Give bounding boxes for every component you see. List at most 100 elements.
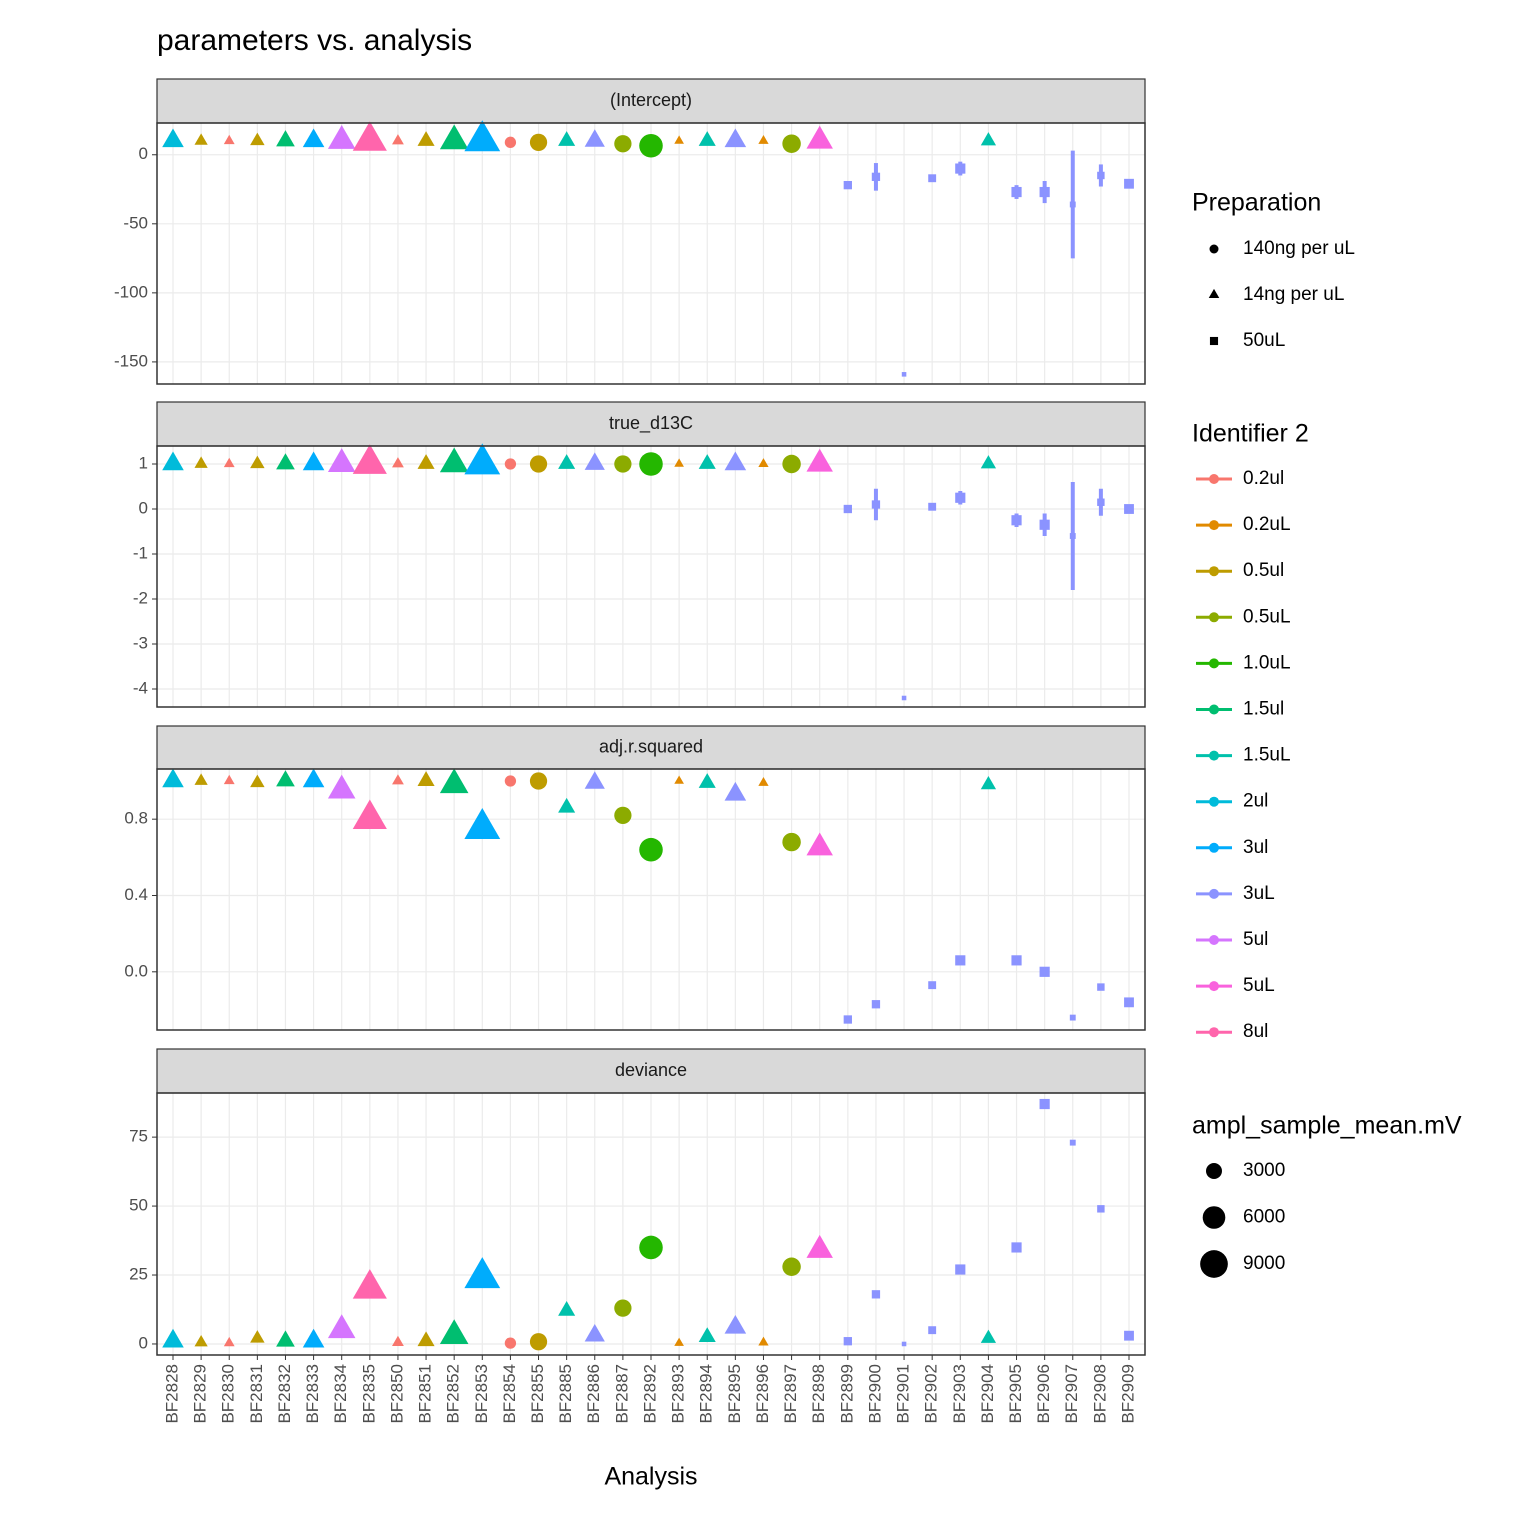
x-tick-label: BF2895 bbox=[725, 1364, 744, 1424]
point-triangle bbox=[162, 128, 184, 148]
point-square bbox=[1124, 504, 1134, 514]
strip bbox=[156, 725, 1146, 770]
x-tick-label: BF2903 bbox=[950, 1364, 969, 1424]
point-triangle bbox=[194, 1334, 208, 1347]
x-tick-label: BF2830 bbox=[219, 1364, 238, 1424]
x-tick-label: BF2850 bbox=[387, 1364, 406, 1424]
y-tick-label: 75 bbox=[129, 1127, 148, 1146]
x-tick-label: BF2834 bbox=[331, 1364, 350, 1424]
point-square bbox=[843, 504, 852, 514]
point-circle bbox=[639, 837, 663, 862]
legend-label: 0.5uL bbox=[1243, 606, 1291, 627]
point-triangle bbox=[464, 120, 501, 152]
x-tick-label: BF2901 bbox=[894, 1364, 913, 1424]
point-square bbox=[1011, 1242, 1022, 1253]
point-triangle bbox=[980, 776, 997, 790]
point-square bbox=[843, 1337, 852, 1346]
point-square bbox=[1097, 171, 1105, 180]
x-tick-label: BF2908 bbox=[1090, 1364, 1109, 1424]
point-square bbox=[1124, 1330, 1134, 1341]
x-tick-label: BF2902 bbox=[922, 1364, 941, 1424]
point-triangle bbox=[698, 131, 716, 146]
legend-label: 0.2uL bbox=[1243, 514, 1291, 535]
y-tick-label: 0 bbox=[139, 498, 148, 517]
point-triangle bbox=[392, 1335, 404, 1347]
legend-title: Preparation bbox=[1192, 189, 1321, 217]
point-circle bbox=[504, 136, 517, 148]
x-tick-label: BF2907 bbox=[1062, 1364, 1081, 1424]
legend-label: 0.5ul bbox=[1243, 560, 1284, 581]
legend-label: 50uL bbox=[1243, 330, 1285, 351]
x-tick-label: BF2893 bbox=[669, 1364, 688, 1424]
point-triangle bbox=[724, 451, 747, 471]
point-triangle bbox=[417, 771, 435, 786]
x-tick-label: BF2904 bbox=[978, 1364, 997, 1424]
point-triangle bbox=[276, 770, 295, 787]
point-triangle bbox=[724, 781, 747, 801]
point-triangle bbox=[698, 1327, 716, 1343]
point-triangle bbox=[464, 443, 501, 475]
strip bbox=[156, 78, 1146, 124]
point-triangle bbox=[980, 132, 997, 146]
point-triangle bbox=[327, 448, 356, 472]
point-triangle bbox=[223, 134, 235, 145]
legend-title: Identifier 2 bbox=[1192, 420, 1309, 448]
x-tick-label: BF2885 bbox=[556, 1364, 575, 1424]
point-triangle bbox=[806, 448, 833, 472]
point-triangle bbox=[302, 1328, 325, 1348]
y-tick-label: -50 bbox=[123, 213, 148, 232]
legend-key-point bbox=[1209, 981, 1219, 992]
y-tick-label: -2 bbox=[133, 588, 148, 607]
legend-size-key bbox=[1200, 1250, 1228, 1278]
point-square bbox=[955, 1264, 966, 1275]
point-triangle bbox=[439, 124, 469, 150]
legend-key-point bbox=[1209, 474, 1219, 484]
x-tick-label: BF2897 bbox=[781, 1364, 800, 1424]
point-square bbox=[901, 1341, 907, 1347]
legend-key-point bbox=[1209, 520, 1219, 531]
point-circle bbox=[614, 455, 632, 473]
point-triangle bbox=[558, 1301, 576, 1316]
point-triangle bbox=[250, 455, 265, 469]
point-triangle bbox=[558, 131, 576, 146]
legend-key-point bbox=[1209, 796, 1219, 807]
point-square bbox=[843, 1015, 852, 1024]
point-square bbox=[928, 502, 937, 511]
point-triangle bbox=[980, 455, 997, 469]
y-tick-label: 0.8 bbox=[124, 809, 148, 828]
legend-key-point bbox=[1209, 750, 1219, 761]
legend-label: 1.5ul bbox=[1243, 699, 1284, 720]
point-triangle bbox=[194, 773, 208, 785]
legend-label: 5ul bbox=[1243, 929, 1268, 950]
point-triangle bbox=[439, 447, 469, 473]
legend-label: 3uL bbox=[1243, 883, 1275, 904]
point-circle bbox=[529, 772, 548, 790]
legend-label: 3ul bbox=[1243, 837, 1268, 858]
point-triangle bbox=[806, 832, 833, 856]
legend-label: 1.0uL bbox=[1243, 652, 1291, 673]
y-tick-label: 0 bbox=[139, 1333, 148, 1352]
x-tick-label: BF2887 bbox=[612, 1364, 631, 1424]
point-triangle bbox=[327, 125, 356, 149]
legend-key-point bbox=[1209, 888, 1219, 899]
legend-label: 9000 bbox=[1243, 1253, 1285, 1274]
point-circle bbox=[639, 452, 663, 476]
point-triangle bbox=[758, 1336, 769, 1346]
point-square bbox=[871, 500, 881, 509]
point-triangle bbox=[584, 129, 605, 147]
point-square bbox=[1097, 1205, 1105, 1213]
x-tick-label: BF2853 bbox=[472, 1364, 491, 1424]
point-triangle bbox=[162, 1328, 184, 1348]
point-triangle bbox=[162, 768, 184, 788]
point-triangle bbox=[674, 458, 684, 467]
x-tick-label: BF2905 bbox=[1006, 1364, 1025, 1424]
point-triangle bbox=[439, 1319, 469, 1344]
point-triangle bbox=[674, 135, 684, 144]
point-triangle bbox=[327, 1314, 356, 1339]
x-tick-label: BF2854 bbox=[500, 1364, 519, 1424]
x-tick-label: BF2899 bbox=[837, 1364, 856, 1424]
legend-label: 14ng per uL bbox=[1243, 284, 1344, 305]
point-circle bbox=[782, 134, 801, 153]
y-tick-label: 0.0 bbox=[124, 961, 148, 980]
point-circle bbox=[782, 1257, 801, 1276]
